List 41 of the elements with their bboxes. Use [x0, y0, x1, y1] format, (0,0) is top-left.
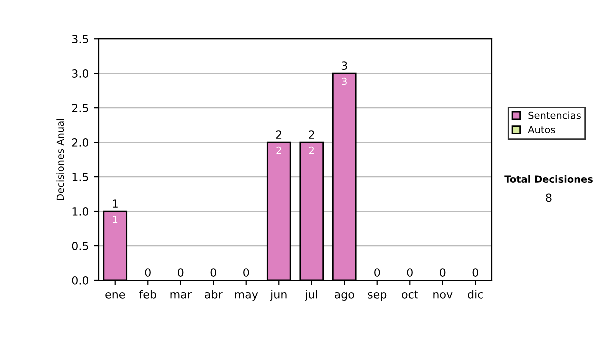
x-tick-label: oct [402, 290, 418, 299]
legend-label: Sentencias [528, 112, 581, 120]
x-tick-label: ago [334, 292, 354, 301]
total-label: 0 [244, 268, 250, 277]
text: 8 [546, 194, 552, 202]
text: 3.0 [72, 70, 89, 78]
text: 1.5 [72, 173, 88, 182]
x-tick-label: nov [434, 292, 453, 299]
text: 0.0 [72, 276, 89, 285]
data-label: 2 [276, 146, 282, 154]
x-tick-label: mar [170, 292, 192, 299]
x-tick-label: jul [305, 290, 318, 301]
x-tick-label: jun [270, 290, 287, 301]
legend-label: Autos [528, 126, 556, 134]
data-label: 1 [113, 216, 118, 224]
x-tick-label: may [235, 292, 258, 301]
text: 2.0 [72, 138, 89, 147]
x-tick-label: ene [106, 292, 126, 299]
total-label: 0 [374, 268, 380, 277]
total-label: 0 [178, 268, 184, 277]
total-label: 2 [309, 130, 314, 139]
text: 1.0 [72, 208, 89, 216]
x-tick-label: sep [368, 292, 387, 301]
data-label: 3 [342, 78, 347, 86]
x-tick-label: feb [139, 290, 156, 299]
text: 0.5 [72, 242, 88, 250]
total-label: 1 [113, 200, 118, 208]
text: Total Decisiones [504, 175, 593, 184]
total-label: 0 [472, 268, 478, 277]
text: 2.5 [72, 104, 88, 112]
x-tick-label: abr [205, 290, 223, 299]
total-label: 3 [342, 62, 348, 70]
x-tick-label: dic [468, 290, 484, 299]
total-label: 0 [145, 268, 151, 277]
total-label: 0 [440, 268, 446, 277]
total-label: 2 [276, 130, 282, 139]
data-label: 2 [309, 146, 314, 154]
total-label: 0 [210, 268, 216, 277]
total-label: 0 [407, 268, 413, 277]
y-axis-title: Decisiones Anual [56, 119, 64, 200]
text: 3.5 [72, 35, 88, 44]
